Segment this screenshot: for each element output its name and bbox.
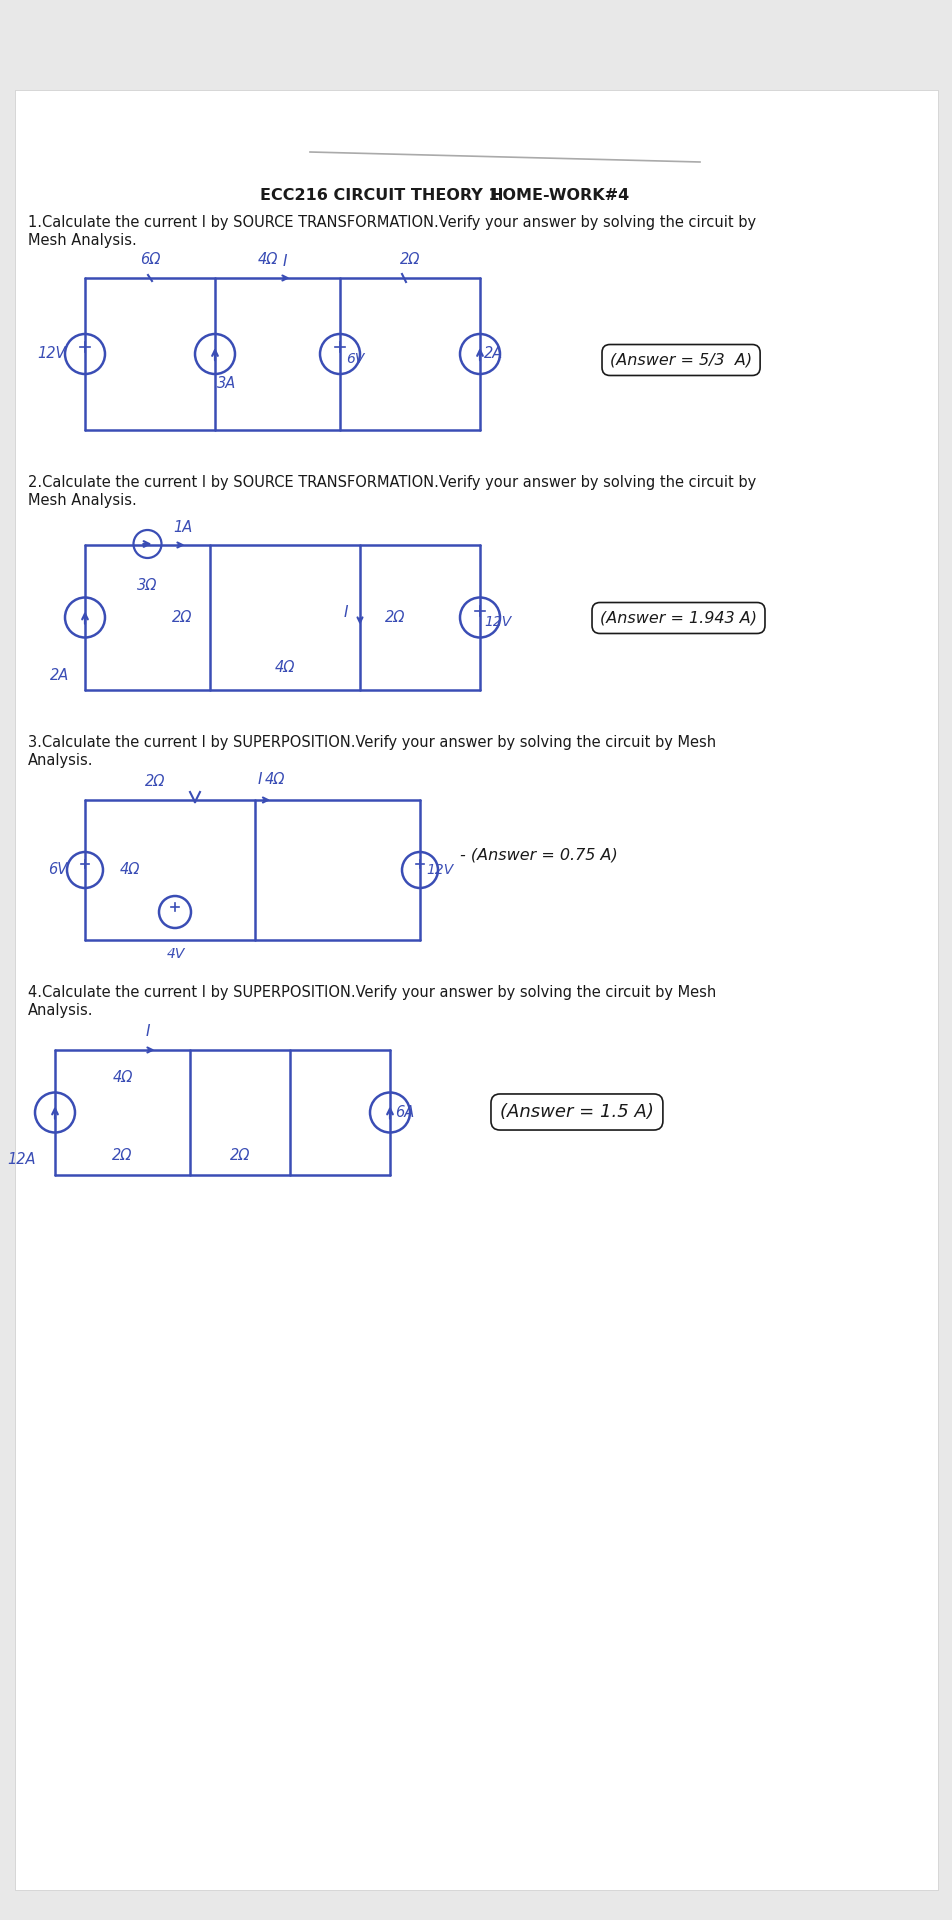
Text: 12V: 12V bbox=[484, 616, 511, 630]
Text: 2A: 2A bbox=[484, 346, 503, 361]
Text: 4.Calculate the current I by SUPERPOSITION.Verify your answer by solving the cir: 4.Calculate the current I by SUPERPOSITI… bbox=[28, 985, 716, 1000]
Text: I: I bbox=[257, 772, 262, 787]
Text: 6Ω: 6Ω bbox=[140, 253, 160, 267]
Text: I: I bbox=[145, 1025, 149, 1039]
Text: Mesh Analysis.: Mesh Analysis. bbox=[28, 493, 136, 509]
Text: 4Ω: 4Ω bbox=[265, 772, 285, 787]
Text: (Answer = 1.5 A): (Answer = 1.5 A) bbox=[500, 1102, 653, 1121]
Text: 2Ω: 2Ω bbox=[145, 774, 165, 789]
Text: 12A: 12A bbox=[8, 1152, 36, 1167]
Text: 4Ω: 4Ω bbox=[274, 660, 295, 676]
Text: ECC216 CIRCUIT THEORY 1: ECC216 CIRCUIT THEORY 1 bbox=[260, 188, 499, 204]
Text: 2Ω: 2Ω bbox=[400, 253, 420, 267]
Text: 1.Calculate the current I by SOURCE TRANSFORMATION.Verify your answer by solving: 1.Calculate the current I by SOURCE TRAN… bbox=[28, 215, 755, 230]
Text: Analysis.: Analysis. bbox=[28, 1002, 93, 1018]
Text: 12V: 12V bbox=[426, 862, 453, 877]
Text: 4Ω: 4Ω bbox=[120, 862, 140, 877]
Text: 3Ω: 3Ω bbox=[137, 578, 157, 593]
Text: 4Ω: 4Ω bbox=[257, 253, 277, 267]
Text: 6A: 6A bbox=[395, 1106, 414, 1119]
Text: Analysis.: Analysis. bbox=[28, 753, 93, 768]
Text: I: I bbox=[282, 253, 287, 269]
Text: 12V: 12V bbox=[38, 346, 67, 361]
Text: 2.Calculate the current I by SOURCE TRANSFORMATION.Verify your answer by solving: 2.Calculate the current I by SOURCE TRAN… bbox=[28, 474, 756, 490]
Text: 4Ω: 4Ω bbox=[112, 1071, 132, 1085]
Text: 2Ω: 2Ω bbox=[385, 611, 405, 626]
Text: 2Ω: 2Ω bbox=[229, 1148, 250, 1162]
Text: 6V: 6V bbox=[346, 351, 364, 367]
Text: 2A: 2A bbox=[50, 668, 69, 682]
Text: (Answer = 5/3  A): (Answer = 5/3 A) bbox=[609, 353, 751, 367]
Text: 3.Calculate the current I by SUPERPOSITION.Verify your answer by solving the cir: 3.Calculate the current I by SUPERPOSITI… bbox=[28, 735, 715, 751]
Text: 2Ω: 2Ω bbox=[112, 1148, 132, 1162]
Text: I: I bbox=[344, 605, 347, 620]
Text: 4V: 4V bbox=[167, 947, 185, 962]
Text: 2Ω: 2Ω bbox=[171, 611, 192, 626]
Text: 6V: 6V bbox=[49, 862, 68, 877]
Text: 1A: 1A bbox=[172, 520, 192, 534]
Text: Mesh Analysis.: Mesh Analysis. bbox=[28, 232, 136, 248]
Text: (Answer = 1.943 A): (Answer = 1.943 A) bbox=[600, 611, 756, 626]
Text: HOME-WORK#4: HOME-WORK#4 bbox=[489, 188, 629, 204]
Text: 3A: 3A bbox=[217, 376, 236, 392]
Text: - (Answer = 0.75 A): - (Answer = 0.75 A) bbox=[460, 847, 617, 862]
